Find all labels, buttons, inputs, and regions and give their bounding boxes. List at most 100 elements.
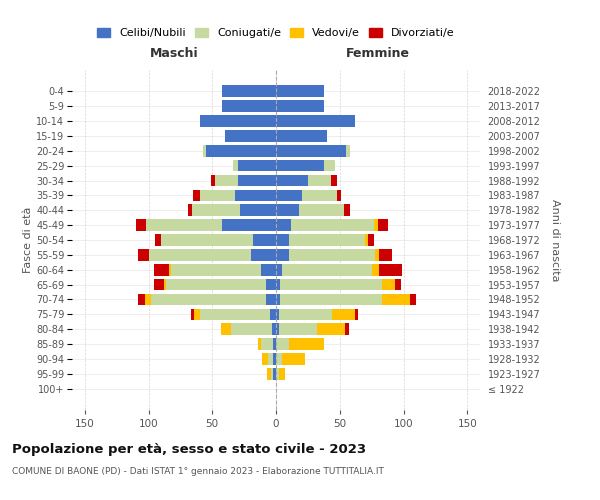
Bar: [276, 353, 283, 365]
Bar: [274, 368, 276, 380]
Bar: [251, 249, 276, 260]
Bar: [346, 145, 350, 156]
Bar: [272, 324, 276, 335]
Bar: [289, 249, 376, 260]
Bar: [149, 249, 251, 260]
Bar: [191, 308, 194, 320]
Bar: [266, 294, 276, 306]
Bar: [274, 353, 276, 365]
Bar: [199, 190, 235, 201]
Bar: [223, 220, 276, 231]
Bar: [276, 115, 355, 127]
Bar: [276, 100, 325, 112]
Bar: [154, 279, 164, 290]
Bar: [278, 308, 332, 320]
Bar: [238, 174, 276, 186]
Bar: [260, 264, 276, 276]
Bar: [276, 249, 289, 260]
Bar: [225, 130, 276, 141]
Bar: [302, 190, 337, 201]
Bar: [376, 249, 379, 260]
Bar: [266, 279, 276, 290]
Bar: [223, 86, 276, 97]
Bar: [145, 294, 151, 306]
Bar: [325, 160, 335, 172]
Bar: [289, 234, 365, 246]
Bar: [345, 324, 349, 335]
Y-axis label: Fasce di età: Fasce di età: [23, 207, 33, 273]
Bar: [276, 308, 278, 320]
Bar: [138, 294, 145, 306]
Bar: [410, 294, 416, 306]
Bar: [235, 190, 276, 201]
Bar: [221, 324, 232, 335]
Bar: [269, 308, 276, 320]
Bar: [258, 338, 260, 350]
Bar: [276, 160, 325, 172]
Text: COMUNE DI BAONE (PD) - Dati ISTAT 1° gennaio 2023 - Elaborazione TUTTITALIA.IT: COMUNE DI BAONE (PD) - Dati ISTAT 1° gen…: [12, 468, 384, 476]
Bar: [238, 160, 276, 172]
Bar: [164, 279, 166, 290]
Bar: [283, 264, 371, 276]
Bar: [271, 368, 274, 380]
Bar: [368, 234, 374, 246]
Bar: [232, 324, 272, 335]
Legend: Celibi/Nubili, Coniugati/e, Vedovi/e, Divorziati/e: Celibi/Nubili, Coniugati/e, Vedovi/e, Di…: [97, 28, 455, 38]
Bar: [211, 174, 215, 186]
Bar: [292, 220, 374, 231]
Bar: [193, 190, 199, 201]
Bar: [382, 279, 395, 290]
Bar: [317, 324, 345, 335]
Bar: [223, 100, 276, 112]
Bar: [365, 234, 368, 246]
Bar: [206, 145, 276, 156]
Bar: [276, 264, 283, 276]
Bar: [276, 294, 280, 306]
Bar: [355, 308, 358, 320]
Bar: [199, 115, 276, 127]
Bar: [276, 220, 292, 231]
Bar: [194, 308, 199, 320]
Bar: [253, 234, 276, 246]
Bar: [151, 294, 266, 306]
Bar: [276, 279, 280, 290]
Bar: [276, 204, 299, 216]
Bar: [371, 264, 379, 276]
Bar: [344, 204, 350, 216]
Bar: [267, 368, 271, 380]
Bar: [260, 338, 274, 350]
Bar: [276, 86, 325, 97]
Bar: [276, 130, 327, 141]
Bar: [276, 338, 289, 350]
Bar: [215, 174, 238, 186]
Bar: [276, 324, 278, 335]
Bar: [268, 353, 274, 365]
Bar: [289, 338, 325, 350]
Bar: [274, 338, 276, 350]
Bar: [278, 324, 317, 335]
Bar: [276, 190, 302, 201]
Bar: [276, 368, 278, 380]
Bar: [154, 264, 169, 276]
Bar: [374, 220, 378, 231]
Bar: [262, 353, 268, 365]
Bar: [166, 279, 266, 290]
Text: Popolazione per età, sesso e stato civile - 2023: Popolazione per età, sesso e stato civil…: [12, 442, 366, 456]
Text: Maschi: Maschi: [149, 47, 199, 60]
Bar: [161, 234, 253, 246]
Bar: [192, 204, 240, 216]
Bar: [337, 190, 341, 201]
Bar: [233, 160, 238, 172]
Y-axis label: Anni di nascita: Anni di nascita: [550, 198, 560, 281]
Bar: [382, 294, 410, 306]
Bar: [395, 279, 401, 290]
Bar: [240, 204, 276, 216]
Bar: [332, 308, 355, 320]
Bar: [331, 174, 337, 186]
Bar: [139, 249, 149, 260]
Bar: [276, 174, 308, 186]
Bar: [379, 249, 392, 260]
Bar: [283, 353, 305, 365]
Bar: [280, 294, 382, 306]
Bar: [199, 308, 269, 320]
